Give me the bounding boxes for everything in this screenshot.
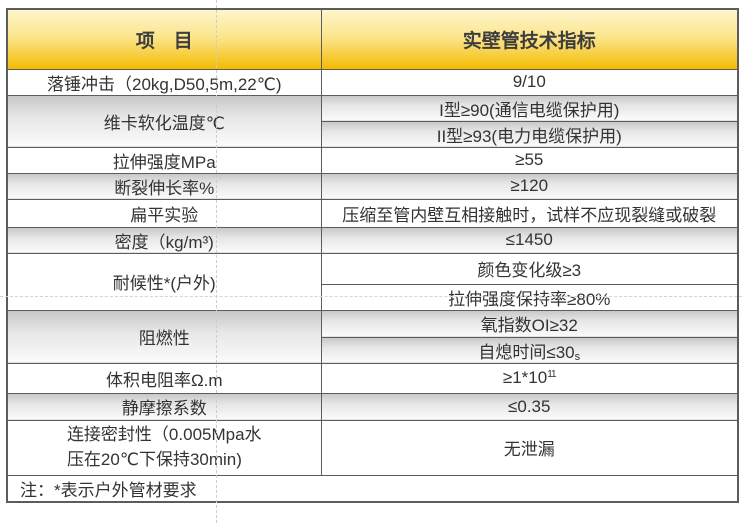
table-note: 注：*表示户外管材要求 bbox=[6, 474, 739, 502]
table-row: 维卡软化温度℃ I型≥90(通信电缆保护用) bbox=[6, 94, 739, 148]
table-row: 阻燃性 氧指数OI≥32 bbox=[6, 309, 739, 364]
cell-item-flattening-test: 扁平实验 bbox=[6, 198, 322, 228]
cell-item-density: 密度（kg/m³) bbox=[6, 226, 322, 254]
col-header-item: 项 目 bbox=[6, 8, 322, 70]
table-row: 耐候性*(户外) 颜色变化级≥3 bbox=[6, 252, 739, 311]
table-header-row: 项 目 实壁管技术指标 bbox=[6, 8, 739, 70]
cell-value-static-friction: ≤0.35 bbox=[320, 392, 739, 421]
cell-item-elongation-at-break: 断裂伸长率% bbox=[6, 172, 322, 200]
spec-table: 项 目 实壁管技术指标 落锤冲击（20kg,D50,5m,22℃) 9/10 维… bbox=[6, 8, 739, 503]
cell-item-volume-resistivity: 体积电阻率Ω.m bbox=[6, 362, 322, 394]
cell-value-self-extinguishing-time: 自熄时间≤30s bbox=[320, 336, 739, 364]
table-row: 拉伸强度MPa ≥55 bbox=[6, 146, 739, 174]
table-row: 静摩擦系数 ≤0.35 bbox=[6, 392, 739, 421]
table-row: 扁平实验 压缩至管内壁互相接触时，试样不应现裂缝或破裂 bbox=[6, 198, 739, 228]
cell-value-joint-sealing: 无泄漏 bbox=[320, 419, 739, 476]
table-row: 连接密封性（0.005Mpa水 压在20℃下保持30min) 无泄漏 bbox=[6, 419, 739, 476]
cell-item-static-friction: 静摩擦系数 bbox=[6, 392, 322, 421]
cell-value-density: ≤1450 bbox=[320, 226, 739, 254]
cell-item-weather-resistance: 耐候性*(户外) bbox=[6, 252, 322, 311]
table-footer-row: 注：*表示户外管材要求 bbox=[6, 474, 739, 502]
cell-item-flame-retardancy: 阻燃性 bbox=[6, 309, 322, 364]
cell-item-drop-hammer-impact: 落锤冲击（20kg,D50,5m,22℃) bbox=[6, 68, 322, 96]
resistivity-exponent: 11 bbox=[547, 369, 556, 380]
cell-value-elongation-at-break: ≥120 bbox=[320, 172, 739, 200]
cell-item-vicat-softening-temp: 维卡软化温度℃ bbox=[6, 94, 322, 148]
col-header-spec: 实壁管技术指标 bbox=[320, 8, 739, 70]
table-row: 体积电阻率Ω.m ≥1*1011 bbox=[6, 362, 739, 394]
table-row: 密度（kg/m³) ≤1450 bbox=[6, 226, 739, 254]
table-row: 断裂伸长率% ≥120 bbox=[6, 172, 739, 200]
cell-value-volume-resistivity: ≥1*1011 bbox=[320, 362, 739, 394]
joint-sealing-line2: 压在20℃下保持30min) bbox=[66, 449, 242, 469]
cell-value-vicat-type1: I型≥90(通信电缆保护用) bbox=[320, 94, 739, 122]
cell-value-vicat-type2: II型≥93(电力电缆保护用) bbox=[320, 120, 739, 148]
cell-value-color-change: 颜色变化级≥3 bbox=[320, 252, 739, 285]
cell-value-drop-hammer-impact: 9/10 bbox=[320, 68, 739, 96]
cell-item-joint-sealing: 连接密封性（0.005Mpa水 压在20℃下保持30min) bbox=[6, 419, 322, 476]
table-row: 落锤冲击（20kg,D50,5m,22℃) 9/10 bbox=[6, 68, 739, 96]
joint-sealing-line1: 连接密封性（0.005Mpa水 bbox=[66, 424, 262, 444]
seconds-unit: s bbox=[574, 350, 581, 363]
cell-value-tensile-retention: 拉伸强度保持率≥80% bbox=[320, 283, 739, 311]
table-row: 自熄时间≤30s bbox=[7, 336, 739, 364]
cell-value-flattening-test: 压缩至管内壁互相接触时，试样不应现裂缝或破裂 bbox=[320, 198, 739, 228]
self-extinguishing-text: 自熄时间≤30 bbox=[478, 342, 575, 362]
cell-value-oxygen-index: 氧指数OI≥32 bbox=[320, 309, 739, 338]
cell-value-tensile-strength: ≥55 bbox=[320, 146, 739, 174]
resistivity-base: ≥1*10 bbox=[502, 368, 548, 387]
joint-sealing-text: 连接密封性（0.005Mpa水 压在20℃下保持30min) bbox=[67, 423, 262, 472]
cell-item-tensile-strength: 拉伸强度MPa bbox=[6, 146, 322, 174]
